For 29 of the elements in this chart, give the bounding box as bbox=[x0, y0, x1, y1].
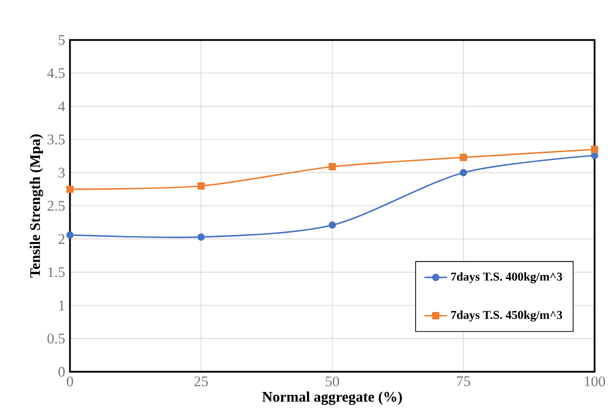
point bbox=[590, 146, 598, 154]
y-tick-label: 4 bbox=[58, 102, 66, 112]
y-tick-label: 0 bbox=[58, 366, 65, 377]
point bbox=[460, 169, 468, 176]
y-tick-label: 3.5 bbox=[48, 134, 65, 145]
y-tick-label: 0.5 bbox=[47, 334, 65, 344]
point bbox=[460, 154, 468, 162]
x-tick-label: 25 bbox=[194, 376, 208, 386]
point bbox=[328, 222, 336, 229]
y-tick-label: 2.5 bbox=[48, 201, 65, 211]
y-tick-label: 1.5 bbox=[48, 267, 65, 278]
legend-label: 7days T.S. 400kg/m^3 bbox=[451, 272, 562, 284]
y-tick-label: 2 bbox=[58, 234, 64, 244]
point bbox=[328, 163, 336, 171]
y-tick-label: 4.5 bbox=[47, 68, 65, 78]
legend-label: 7days T.S. 450kg/m^3 bbox=[451, 310, 562, 322]
y-tick-label: 1 bbox=[59, 300, 64, 310]
x-axis-title: Normal aggregate (%) bbox=[262, 392, 402, 406]
y-tick-label: 5 bbox=[58, 35, 65, 46]
point bbox=[66, 186, 74, 194]
point bbox=[66, 232, 74, 239]
x-tick-label: 100 bbox=[584, 376, 605, 386]
x-tick-label: 50 bbox=[326, 376, 340, 386]
x-tick-label: 75 bbox=[457, 376, 470, 386]
y-tick-label: 3 bbox=[58, 168, 65, 178]
point bbox=[197, 234, 205, 241]
y-axis-title: Tensile Strength (Mpa) bbox=[30, 134, 44, 278]
x-tick-label: 0 bbox=[66, 376, 74, 386]
point bbox=[197, 182, 205, 190]
